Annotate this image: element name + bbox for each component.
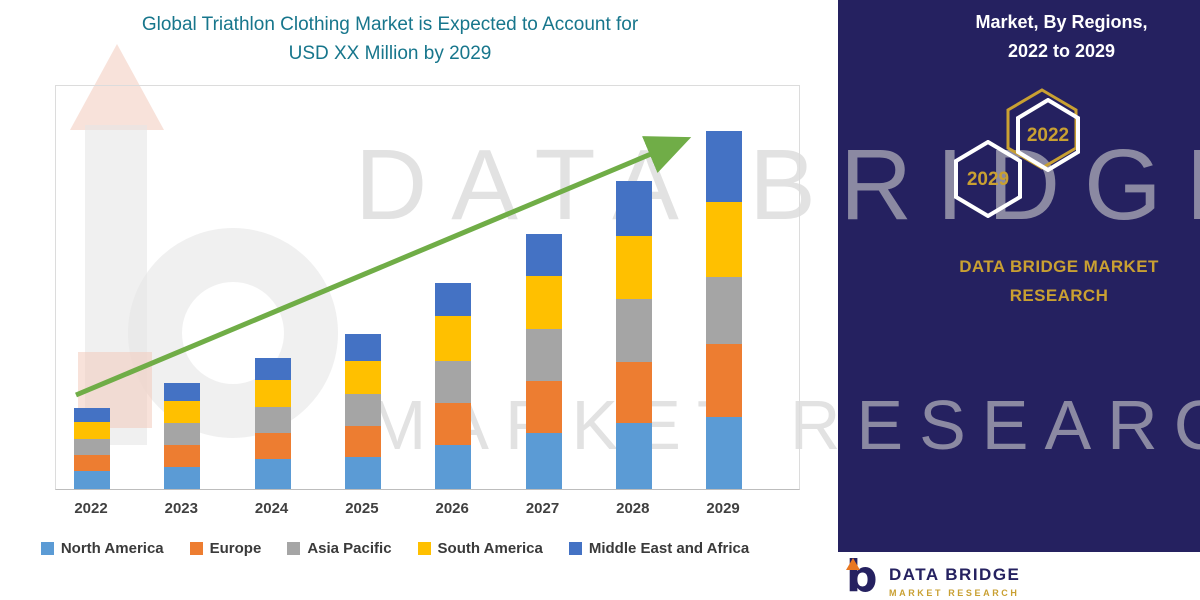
legend-label-middle-east-and-africa: Middle East and Africa	[588, 540, 750, 557]
plot-area	[55, 85, 800, 490]
bar-segment-middle-east-and-africa-2024	[254, 358, 291, 380]
legend-item-south-america: South America	[417, 540, 543, 557]
bar-segment-north-america-2028	[615, 423, 652, 489]
panel-heading: Market, By Regions, 2022 to 2029	[838, 8, 1200, 66]
bar-2029	[706, 131, 743, 489]
legend-swatch-europe	[189, 542, 203, 555]
panel-heading-line1: Market, By Regions,	[975, 12, 1148, 32]
bar-segment-asia-pacific-2024	[254, 407, 291, 433]
footer-logo: b DATA BRIDGE MARKET RESEARCH	[838, 552, 1200, 600]
bar-2025	[344, 334, 381, 489]
x-axis-label-2027: 2027	[525, 500, 560, 517]
x-axis-label-2024: 2024	[254, 500, 289, 517]
bar-2024	[254, 358, 291, 489]
bar-segment-europe-2023	[164, 445, 201, 467]
chart-title: Global Triathlon Clothing Market is Expe…	[0, 10, 780, 68]
hexagon-2029: 2029	[954, 140, 1022, 218]
bar-segment-asia-pacific-2025	[344, 394, 381, 426]
brand-text-line1: DATA BRIDGE MARKET	[959, 257, 1159, 276]
bar-segment-south-america-2023	[164, 401, 201, 423]
x-axis-label-2028: 2028	[616, 500, 650, 517]
bar-segment-middle-east-and-africa-2026	[435, 283, 472, 316]
brand-text: DATA BRIDGE MARKET RESEARCH	[838, 252, 1200, 310]
bar-segment-middle-east-and-africa-2027	[525, 234, 562, 276]
bar-segment-north-america-2023	[164, 467, 201, 489]
bar-segment-north-america-2024	[254, 459, 291, 489]
bar-2026	[435, 283, 472, 489]
legend-label-europe: Europe	[209, 540, 262, 557]
bar-segment-europe-2026	[435, 403, 472, 445]
bar-segment-south-america-2022	[74, 422, 110, 439]
side-panel-background	[838, 0, 1200, 552]
hexagon-2022: 2022	[1016, 98, 1080, 172]
bar-segment-north-america-2025	[344, 457, 381, 489]
x-axis-label-2026: 2026	[435, 500, 469, 517]
x-axis-label-2023: 2023	[164, 500, 198, 517]
bar-segment-europe-2025	[344, 426, 381, 457]
bar-segment-south-america-2026	[435, 316, 472, 361]
bar-segment-south-america-2029	[706, 202, 743, 277]
legend-swatch-north-america	[40, 542, 54, 555]
legend-item-north-america: North America	[40, 540, 164, 557]
bar-segment-middle-east-and-africa-2023	[164, 383, 201, 401]
brand-text-line2: RESEARCH	[1009, 286, 1109, 305]
bar-2023	[164, 383, 201, 489]
watermark-logo-triangle	[70, 44, 164, 130]
legend-label-north-america: North America	[60, 540, 164, 557]
bar-segment-middle-east-and-africa-2025	[344, 334, 381, 361]
legend-swatch-asia-pacific	[287, 542, 301, 555]
bar-segment-asia-pacific-2028	[615, 299, 652, 362]
side-panel: Market, By Regions, 2022 to 2029 2022 20…	[838, 0, 1200, 552]
bar-segment-europe-2029	[706, 344, 743, 417]
bar-segment-asia-pacific-2026	[435, 361, 472, 403]
chart-title-line2: USD XX Million by 2029	[288, 43, 492, 64]
logo-orange-triangle-icon	[846, 558, 860, 570]
bar-segment-europe-2028	[615, 362, 652, 423]
hexagon-2029-label: 2029	[967, 169, 1009, 190]
bar-segment-north-america-2026	[435, 445, 472, 489]
bar-segment-middle-east-and-africa-2022	[74, 408, 110, 422]
chart-title-line1: Global Triathlon Clothing Market is Expe…	[141, 14, 639, 35]
bar-segment-north-america-2029	[706, 417, 743, 489]
legend-swatch-south-america	[417, 542, 431, 555]
bar-segment-asia-pacific-2022	[74, 439, 110, 455]
x-axis-label-2022: 2022	[74, 500, 108, 517]
bar-segment-asia-pacific-2023	[164, 423, 201, 445]
chart-legend: North America Europe Asia Pacific South Ame…	[0, 540, 790, 557]
hexagon-2022-label: 2022	[1027, 125, 1069, 146]
databridge-logo-icon: b	[846, 555, 880, 599]
bar-segment-asia-pacific-2029	[706, 277, 743, 344]
bar-segment-europe-2024	[254, 433, 291, 459]
bar-segment-europe-2027	[525, 381, 562, 433]
bar-segment-north-america-2022	[74, 471, 110, 489]
bar-2028	[615, 181, 652, 489]
legend-label-asia-pacific: Asia Pacific	[307, 540, 392, 557]
logo-tagline: MARKET RESEARCH	[889, 588, 1020, 598]
panel-heading-line2: 2022 to 2029	[1007, 41, 1116, 61]
hexagon-2022-shape	[1016, 98, 1080, 172]
bar-segment-south-america-2028	[615, 236, 652, 299]
bar-segment-south-america-2025	[344, 361, 381, 394]
bar-segment-south-america-2024	[254, 380, 291, 407]
bar-segment-asia-pacific-2027	[525, 329, 562, 381]
bar-2027	[525, 234, 562, 489]
bar-segment-north-america-2027	[525, 433, 562, 489]
legend-swatch-middle-east-and-africa	[568, 542, 582, 555]
hexagon-2029-shape	[954, 140, 1022, 218]
bar-segment-middle-east-and-africa-2028	[615, 181, 652, 236]
bar-2022	[74, 408, 110, 489]
legend-item-asia-pacific: Asia Pacific	[287, 540, 392, 557]
bar-segment-europe-2022	[74, 455, 110, 471]
legend-item-europe: Europe	[189, 540, 262, 557]
bar-segment-south-america-2027	[525, 276, 562, 329]
bar-segment-middle-east-and-africa-2029	[706, 131, 743, 202]
logo-name: DATA BRIDGE	[889, 565, 1021, 584]
legend-item-middle-east-and-africa: Middle East and Africa	[568, 540, 750, 557]
legend-label-south-america: South America	[437, 540, 543, 557]
x-axis-label-2025: 2025	[345, 500, 379, 517]
logo-text-block: DATA BRIDGE MARKET RESEARCH	[889, 557, 1020, 598]
x-axis-label-2029: 2029	[706, 500, 740, 517]
